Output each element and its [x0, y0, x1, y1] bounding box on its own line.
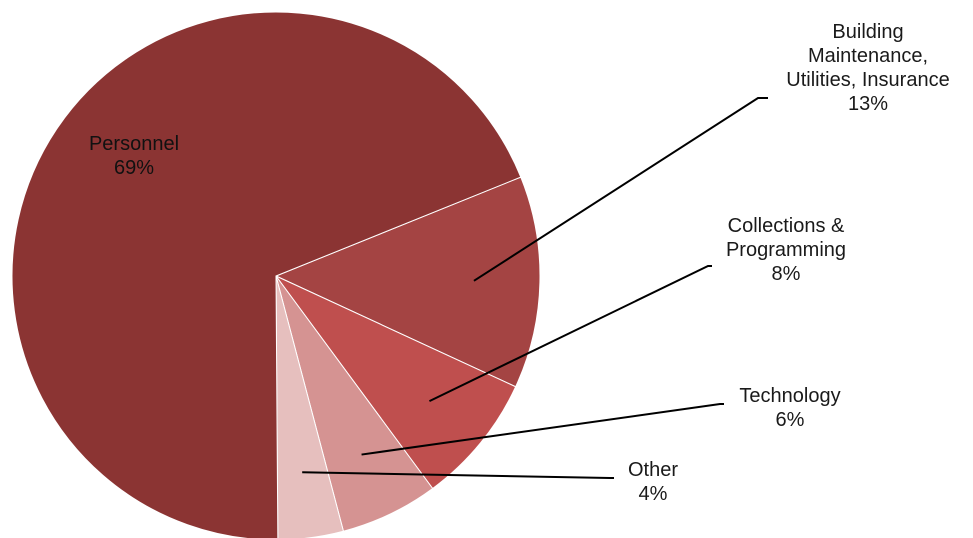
pie-slice-building-maintenance-utilities-insurance — [274, 176, 541, 388]
slice-name-label: Building — [832, 21, 903, 43]
slice-name-label: Maintenance, — [808, 45, 928, 67]
pie-slices — [11, 11, 541, 538]
slice-name-label: Utilities, Insurance — [786, 69, 949, 91]
leader-line — [429, 265, 712, 403]
leader-line — [473, 97, 768, 282]
slice-name-label: Personnel — [89, 133, 179, 155]
leader-line — [302, 471, 614, 479]
leader-line — [361, 403, 724, 456]
slice-name-label: Collections & — [728, 215, 845, 237]
slice-name-label: Other — [628, 459, 678, 481]
slice-value-label: 69% — [114, 157, 154, 179]
pie-slice-personnel — [11, 11, 522, 538]
slice-value-label: 4% — [639, 483, 668, 505]
slice-value-label: 8% — [772, 263, 801, 285]
slice-value-label: 13% — [848, 93, 888, 115]
slice-value-label: 6% — [776, 409, 805, 431]
slice-name-label: Programming — [726, 239, 846, 261]
slice-name-label: Technology — [739, 385, 840, 407]
leader-lines — [302, 97, 768, 479]
pie-slice-collections-programming — [275, 275, 517, 490]
